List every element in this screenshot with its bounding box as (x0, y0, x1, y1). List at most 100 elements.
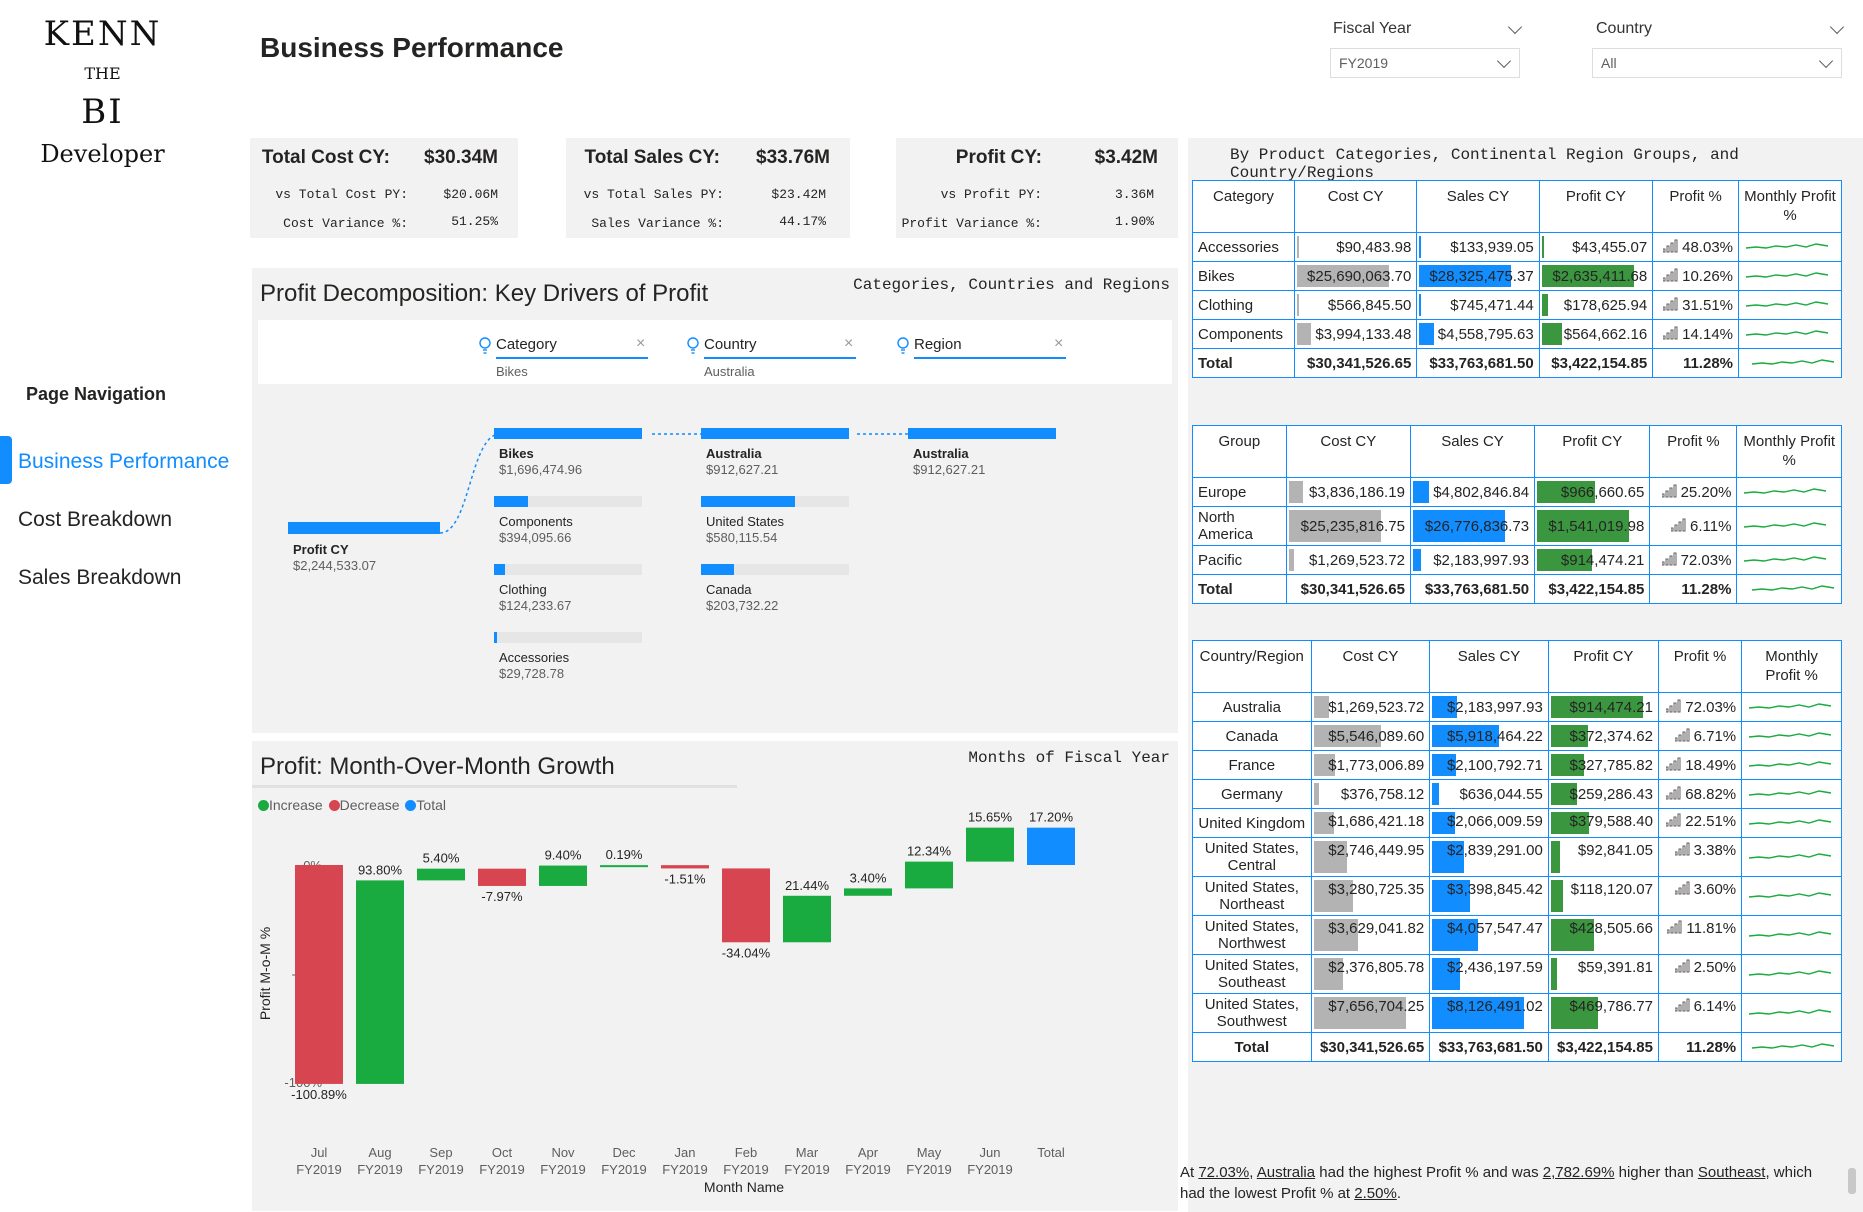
cell-value: $259,286.43 (1569, 785, 1653, 803)
decomp-bar[interactable] (701, 428, 849, 439)
narrative-value[interactable]: Southeast (1697, 1164, 1766, 1181)
decomp-bar[interactable] (494, 496, 528, 507)
table-row[interactable]: United States, Southwest $7,656,704.25 $8,… (1192, 993, 1842, 1033)
table-row[interactable]: France $1,773,006.89 $2,100,792.71 $327,785… (1192, 750, 1842, 780)
table-row[interactable]: Bikes $25,690,063.70 $28,325,475.37 $2,635,… (1192, 261, 1842, 291)
table-row[interactable]: United Kingdom $1,686,421.18 $2,066,009.59… (1192, 808, 1842, 838)
table-row[interactable]: United States, Northeast $3,280,725.35 $3,… (1192, 876, 1842, 916)
table-row[interactable]: Accessories $90,483.98 $133,939.05 $43,455.… (1192, 232, 1842, 262)
close-icon[interactable]: × (844, 335, 854, 352)
decomp-bar[interactable] (494, 632, 497, 643)
decomp-filter-underline (704, 357, 856, 359)
close-icon[interactable]: × (1054, 335, 1064, 352)
fiscal-year-dropdown[interactable]: FY2019 (1330, 48, 1520, 78)
table-row[interactable]: Europe $3,836,186.19 $4,802,846.84 $966,660… (1192, 477, 1842, 507)
narrative-value[interactable]: 2,782.69% (1542, 1164, 1615, 1181)
column-header[interactable]: Cost CY (1310, 640, 1431, 693)
sales-cell: $2,183,997.93 (1429, 692, 1549, 722)
cell-value: 72.03% (1685, 698, 1737, 716)
column-header[interactable]: Sales CY (1429, 640, 1549, 693)
cell-value: 31.51% (1682, 296, 1733, 314)
decomp-bar[interactable] (494, 564, 505, 575)
column-header[interactable]: Monthly Profit % (1736, 425, 1842, 478)
cell-value: $92,841.05 (1577, 842, 1653, 859)
table-row[interactable]: United States, Central $2,746,449.95 $2,83… (1192, 837, 1842, 877)
cell-value: $26,776,836.73 (1424, 517, 1530, 535)
data-bar (1432, 812, 1456, 834)
country-slicer-label: Country (1596, 20, 1653, 37)
legend-item-increase[interactable]: Increase (258, 797, 323, 813)
bar-signal-icon (1661, 552, 1677, 565)
sparkline (1744, 556, 1827, 562)
table-row[interactable]: Germany $376,758.12 $636,044.55 $259,286.43… (1192, 779, 1842, 809)
column-header[interactable]: Sales CY (1416, 180, 1540, 233)
column-header[interactable]: Monthly Profit % (1738, 180, 1842, 233)
narrative-value[interactable]: 2.50% (1354, 1185, 1397, 1202)
column-header[interactable]: Profit CY (1547, 640, 1659, 693)
decomp-bar[interactable] (701, 564, 734, 575)
column-header[interactable]: Profit % (1657, 640, 1743, 693)
profit-cell: $118,120.07 (1547, 876, 1659, 916)
lightbulb-icon (897, 337, 909, 354)
close-icon[interactable]: × (636, 335, 646, 352)
table-row[interactable]: United States, Northwest $3,629,041.82 $4,… (1192, 915, 1842, 955)
decomp-bar[interactable] (908, 428, 1056, 439)
decomp-root-bar[interactable] (288, 522, 440, 534)
table-row[interactable]: Components $3,994,133.48 $4,558,795.63 $564… (1192, 319, 1842, 349)
table-row[interactable]: North America $25,235,816.75 $26,776,836.7… (1192, 506, 1842, 546)
cell-value: $7,656,704.25 (1328, 998, 1425, 1015)
column-header[interactable]: Cost CY (1293, 180, 1418, 233)
sales-cell: $2,839,291.00 (1429, 837, 1549, 877)
decomp-node-value: $912,627.21 (913, 462, 986, 477)
column-header[interactable]: Profit CY (1538, 180, 1654, 233)
column-header[interactable]: Profit % (1649, 425, 1738, 478)
sparkline-cell (1736, 574, 1842, 604)
legend-item-total[interactable]: Total (405, 797, 446, 813)
table-row[interactable]: Pacific $1,269,523.72 $2,183,997.93 $914,47… (1192, 545, 1842, 575)
waterfall-bar (966, 827, 1014, 862)
waterfall-panel: Profit: Month-Over-Month Growth Months o… (252, 741, 1178, 1211)
column-header[interactable]: Monthly Profit % (1741, 640, 1842, 693)
narrative-value[interactable]: Australia (1256, 1164, 1316, 1181)
column-header[interactable]: Cost CY (1285, 425, 1411, 478)
bar-signal-icon (1674, 842, 1690, 856)
narrative-value[interactable]: 72.03% (1198, 1164, 1250, 1181)
data-label: -1.51% (664, 871, 706, 886)
nav-item-sales-breakdown[interactable]: Sales Breakdown (18, 566, 182, 589)
nav-item-cost-breakdown[interactable]: Cost Breakdown (18, 508, 173, 531)
table-row[interactable]: Clothing $566,845.50 $745,471.44 $178,625.9… (1192, 290, 1842, 320)
lightbulb-icon (479, 337, 491, 354)
scrollbar[interactable] (1848, 1168, 1856, 1194)
chevron-down-icon[interactable] (1507, 19, 1523, 35)
nav-item-business-performance[interactable]: Business Performance (18, 450, 230, 473)
column-header[interactable]: Category (1192, 180, 1295, 233)
sparkline (1744, 522, 1827, 528)
kpi-title: Total Cost CY: (261, 147, 390, 168)
table-row[interactable]: Canada $5,546,089.60 $5,918,464.22 $372,374… (1192, 721, 1842, 751)
table-row[interactable]: United States, Southeast $2,376,805.78 $2,… (1192, 954, 1842, 994)
x-tick-label: FY2019 (845, 1162, 891, 1177)
decomp-bar[interactable] (701, 496, 795, 507)
total-cell: $33,763,681.50 (1409, 574, 1536, 604)
column-header[interactable]: Profit CY (1534, 425, 1651, 478)
table-row[interactable]: Australia $1,269,523.72 $2,183,997.93 $914,… (1192, 692, 1842, 722)
country-dropdown[interactable]: All (1592, 48, 1842, 78)
column-header[interactable]: Profit % (1652, 180, 1739, 233)
decomp-filter-underline (914, 357, 1066, 359)
cost-cell: $2,376,805.78 (1310, 954, 1431, 994)
column-header[interactable]: Sales CY (1409, 425, 1536, 478)
column-header[interactable]: Country/Region (1192, 640, 1312, 693)
legend-item-decrease[interactable]: Decrease (328, 797, 400, 813)
total-cell: Total (1192, 574, 1287, 604)
chevron-down-icon[interactable] (1829, 19, 1845, 35)
decomp-bar[interactable] (494, 428, 642, 439)
sparkline (1745, 330, 1829, 336)
column-header[interactable]: Group (1192, 425, 1287, 478)
row-label: Clothing (1192, 290, 1295, 320)
decomp-filter-value: Bikes (496, 364, 528, 379)
cell-value: 72.03% (1680, 551, 1732, 569)
cell-value: 25.20% (1680, 483, 1732, 501)
sales-cell: $2,100,792.71 (1429, 750, 1549, 780)
waterfall-bar (356, 880, 404, 1084)
x-tick-label: Dec (612, 1145, 636, 1160)
